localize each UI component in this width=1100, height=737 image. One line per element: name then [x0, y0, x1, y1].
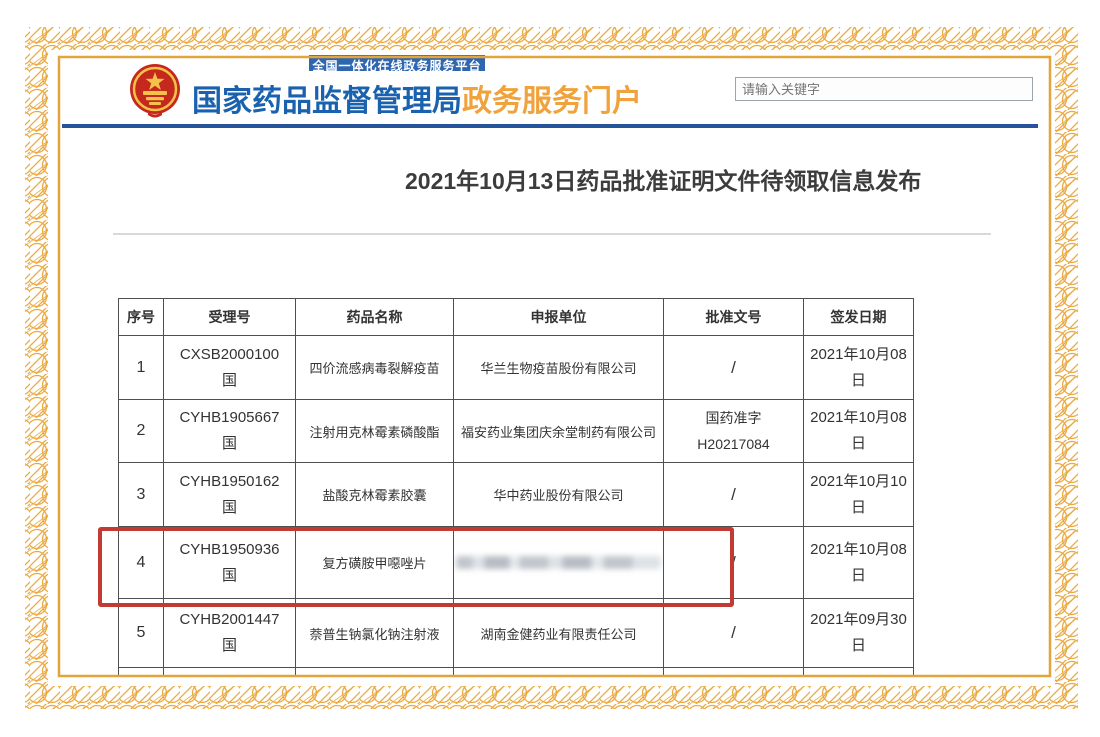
cell-acceptance: CXSB2000100 国	[163, 335, 296, 400]
red-highlight-box	[98, 527, 734, 607]
col-header-drug: 药品名称	[295, 298, 454, 336]
page-title: 2021年10月13日药品批准证明文件待领取信息发布	[405, 168, 922, 194]
cell-applicant: 华兰生物疫苗股份有限公司	[453, 335, 664, 400]
col-header-seq: 序号	[118, 298, 164, 336]
cell-acceptance: CYHB2001447 国	[163, 598, 296, 668]
cell-date: 2021年10月08 日	[803, 399, 914, 463]
cell-approval: 国药准字 H20217084	[663, 399, 804, 463]
cell-seq: 5	[118, 598, 164, 668]
cell-drug: 注射用克林霉素磷酸酯	[295, 399, 454, 463]
cell-date: 2021年10月10 日	[803, 462, 914, 527]
cell-drug: 四价流感病毒裂解疫苗	[295, 335, 454, 400]
cell-approval: /	[663, 598, 804, 668]
cell-applicant: 华中药业股份有限公司	[453, 462, 664, 527]
approval-table: 序号 受理号 药品名称 申报单位 批准文号 签发日期 1 CXSB2000100…	[118, 298, 914, 676]
table-row: 2 CYHB1905667 国 注射用克林霉素磷酸酯 福安药业集团庆余堂制药有限…	[118, 399, 914, 463]
site-name-secondary: 政务服务门户	[462, 85, 642, 118]
table-row: 3 CYHB1950162 国 盐酸克林霉素胶囊 华中药业股份有限公司 / 20…	[118, 462, 914, 527]
cell-applicant: 福安药业集团庆余堂制药有限公司	[453, 399, 664, 463]
site-title: 国家药品监督管理局政务服务门户	[192, 76, 642, 120]
cell-approval: /	[663, 335, 804, 400]
platform-banner: 全国一体化在线政务服务平台	[309, 55, 485, 71]
cell-date: 2021年10月08 日	[803, 526, 914, 599]
cell-acceptance: CYHB1950162 国	[163, 462, 296, 527]
cell-drug: 盐酸克林霉素胶囊	[295, 462, 454, 527]
header-divider	[62, 124, 1038, 128]
cell-date: 2021年09月30 日	[803, 598, 914, 668]
national-emblem-logo	[130, 64, 180, 118]
title-rule	[113, 233, 991, 235]
cell-date: 2021年10月08 日	[803, 335, 914, 400]
col-header-applicant: 申报单位	[453, 298, 664, 336]
cell-drug: 萘普生钠氯化钠注射液	[295, 598, 454, 668]
site-name-primary: 国家药品监督管理局	[192, 85, 462, 118]
col-header-date: 签发日期	[803, 298, 914, 336]
table-row: 5 CYHB2001447 国 萘普生钠氯化钠注射液 湖南金健药业有限责任公司 …	[118, 598, 914, 668]
cell-seq: 2	[118, 399, 164, 463]
table-header-row: 序号 受理号 药品名称 申报单位 批准文号 签发日期	[118, 298, 914, 336]
cell-seq: 3	[118, 462, 164, 527]
col-header-acceptance: 受理号	[163, 298, 296, 336]
cell-approval: /	[663, 462, 804, 527]
table-row: 1 CXSB2000100 国 四价流感病毒裂解疫苗 华兰生物疫苗股份有限公司 …	[118, 335, 914, 400]
cell-seq: 1	[118, 335, 164, 400]
cell-acceptance: CYHB1905667 国	[163, 399, 296, 463]
col-header-approval: 批准文号	[663, 298, 804, 336]
search-box	[735, 77, 1033, 101]
cell-applicant: 湖南金健药业有限责任公司	[453, 598, 664, 668]
search-input[interactable]	[735, 77, 1033, 101]
table-row-partial	[118, 667, 914, 676]
approval-table-wrap: 序号 受理号 药品名称 申报单位 批准文号 签发日期 1 CXSB2000100…	[118, 298, 915, 676]
platform-banner-label: 全国一体化在线政务服务平台	[312, 59, 482, 71]
